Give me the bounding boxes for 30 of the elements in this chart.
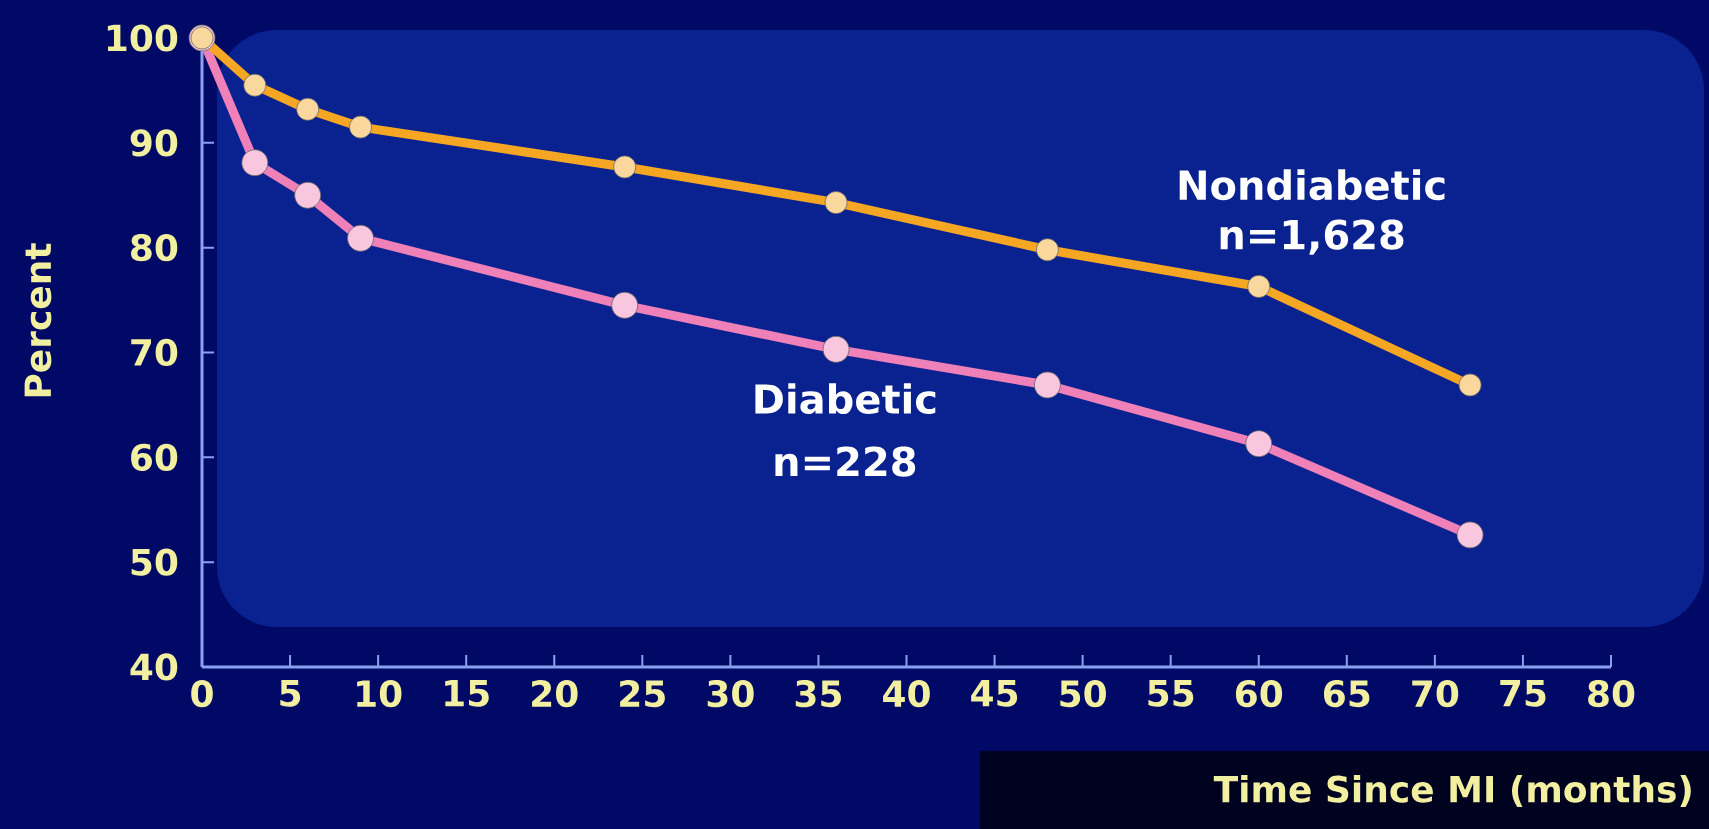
x-tick-label: 55 <box>1148 680 1194 707</box>
x-tick-label: 25 <box>620 680 665 708</box>
x-tick-label: 45 <box>971 680 1018 707</box>
x-tick-label: 15 <box>445 680 489 707</box>
x-tick-label: 30 <box>707 680 754 708</box>
y-tick-label: 90 <box>130 129 178 157</box>
legend-label: Diabetic <box>755 383 936 415</box>
x-tick-label: 20 <box>532 680 578 708</box>
x-tick-label: 60 <box>1235 680 1283 708</box>
x-tick-label: 70 <box>1412 680 1459 708</box>
series-label: Nondiabetic <box>1179 169 1445 201</box>
y-tick-label: 60 <box>131 443 178 471</box>
x-tick-label: 5 <box>280 680 301 707</box>
y-tick-label: 70 <box>131 338 178 367</box>
x-tick-label: 35 <box>795 680 841 708</box>
x-tick-label: 65 <box>1323 680 1370 708</box>
y-tick-label: 100 <box>107 24 178 52</box>
y-tick-label: 80 <box>131 234 178 262</box>
annotation: n=1,628 <box>1220 219 1404 255</box>
y-tick-label: 50 <box>131 548 178 576</box>
x-tick-label: 75 <box>1500 680 1546 707</box>
x-axis-title: Time Since MI (months) <box>1213 774 1691 808</box>
x-tick-label: 40 <box>883 680 930 708</box>
x-tick-label: 80 <box>1588 680 1635 708</box>
x-tick-label: 0 <box>191 680 213 708</box>
x-tick-label: 10 <box>357 680 402 708</box>
annotation: n=228 <box>775 446 916 477</box>
x-tick-label: 50 <box>1060 680 1106 708</box>
y-tick-label: 40 <box>130 653 178 681</box>
y-axis-title: Percent <box>24 243 52 397</box>
